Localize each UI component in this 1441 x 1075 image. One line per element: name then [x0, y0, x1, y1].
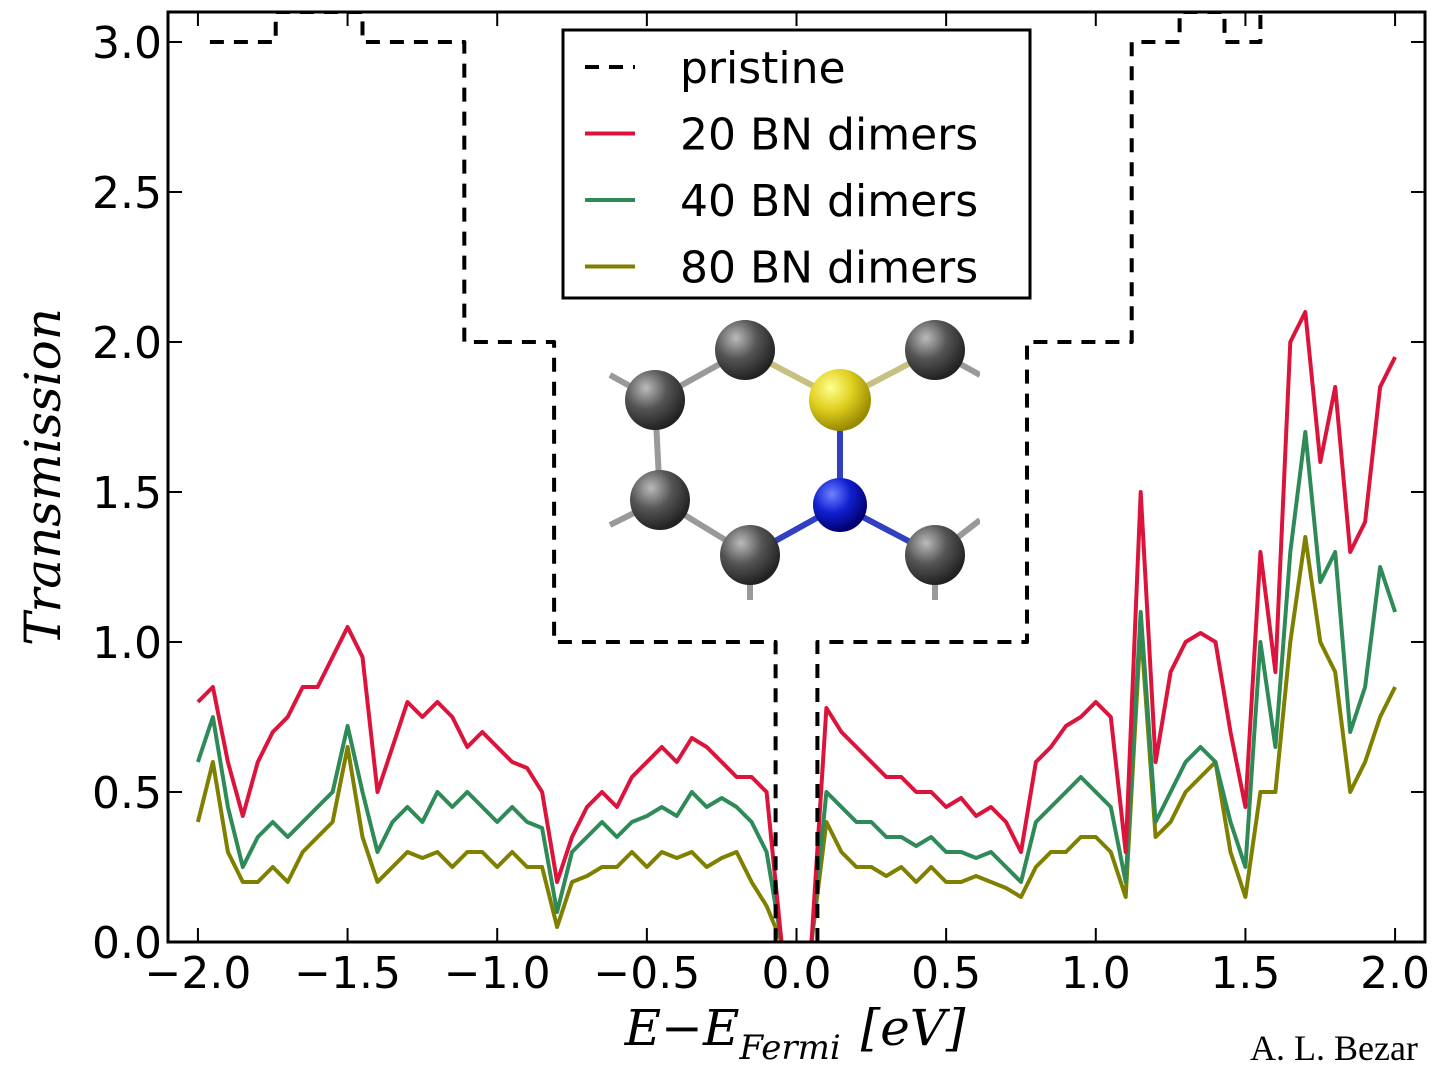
x-label-unit: [eV] [861, 999, 966, 1057]
x-tick-label: 2.0 [1360, 948, 1430, 999]
legend-label: pristine [680, 43, 846, 94]
y-tick-label: 2.0 [92, 318, 162, 369]
x-tick-label: 0.5 [911, 948, 981, 999]
legend: pristine 20 BN dimers 40 BN dimers 80 BN di… [563, 30, 1030, 298]
y-tick-label: 1.0 [92, 618, 162, 669]
legend-label: 40 BN dimers [680, 176, 978, 227]
x-tick-label: −1.0 [444, 948, 551, 999]
x-axis-label: E−EFermi [eV] [624, 999, 966, 1068]
x-tick-label: 0.0 [762, 948, 832, 999]
y-tick-label: 0.5 [92, 768, 162, 819]
x-tick-label: 1.5 [1210, 948, 1280, 999]
x-tick-label: −1.5 [294, 948, 401, 999]
x-label-main: E−E [624, 999, 740, 1057]
y-tick-label: 2.5 [92, 168, 162, 219]
y-axis-label: Transmission [14, 308, 72, 646]
credit: A. L. Bezar [1250, 1028, 1418, 1068]
legend-label: 80 BN dimers [680, 243, 978, 294]
series-line [198, 537, 1395, 942]
series-line [198, 432, 1395, 942]
molecule-inset [610, 300, 1000, 610]
x-tick-label: −0.5 [593, 948, 700, 999]
x-tick-label: 1.0 [1061, 948, 1131, 999]
x-tick-label: −2.0 [145, 948, 252, 999]
y-tick-label: 3.0 [92, 18, 162, 69]
x-label-sub: Fermi [738, 1028, 840, 1068]
y-tick-label: 1.5 [92, 468, 162, 519]
chart: pristine 20 BN dimers 40 BN dimers 80 BN di… [0, 0, 1441, 1075]
legend-label: 20 BN dimers [680, 110, 978, 161]
